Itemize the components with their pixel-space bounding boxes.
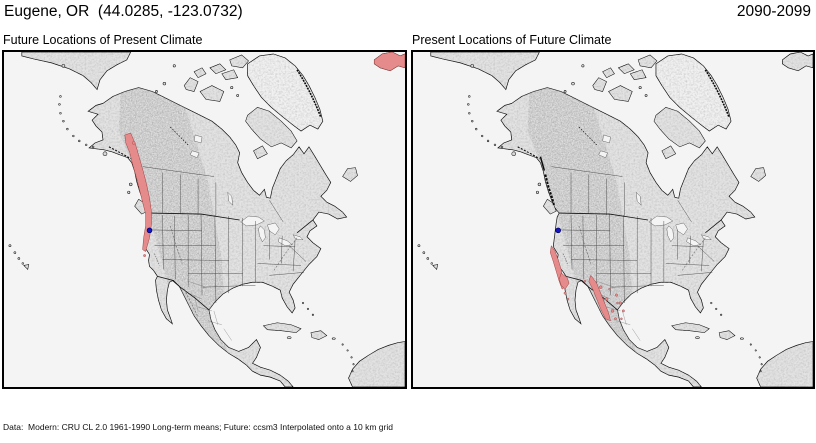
time-period: 2090-2099 [736, 3, 811, 20]
footer-credits: Data: Modern: CRU CL 2.0 1961-1990 Long-… [3, 392, 615, 443]
analog-region-california [550, 245, 587, 301]
map-present-locations-of-future-climate [411, 50, 815, 389]
right-map-title: Present Locations of Future Climate [412, 33, 612, 47]
map-future-locations-of-present-climate [2, 50, 407, 389]
analog-region-pacific-northwest-coast [124, 132, 152, 257]
left-map-title: Future Locations of Present Climate [3, 33, 203, 47]
analog-region-sierra-madre [588, 274, 625, 322]
footer-data-source: Data: Modern: CRU CL 2.0 1961-1990 Long-… [3, 422, 393, 432]
north-america-map-left [4, 52, 405, 387]
north-america-map-right [413, 52, 813, 387]
eugene-location-marker [146, 227, 153, 234]
eugene-location-marker [555, 227, 561, 234]
location-title: Eugene, OR (44.0285, -123.0732) [4, 3, 243, 20]
